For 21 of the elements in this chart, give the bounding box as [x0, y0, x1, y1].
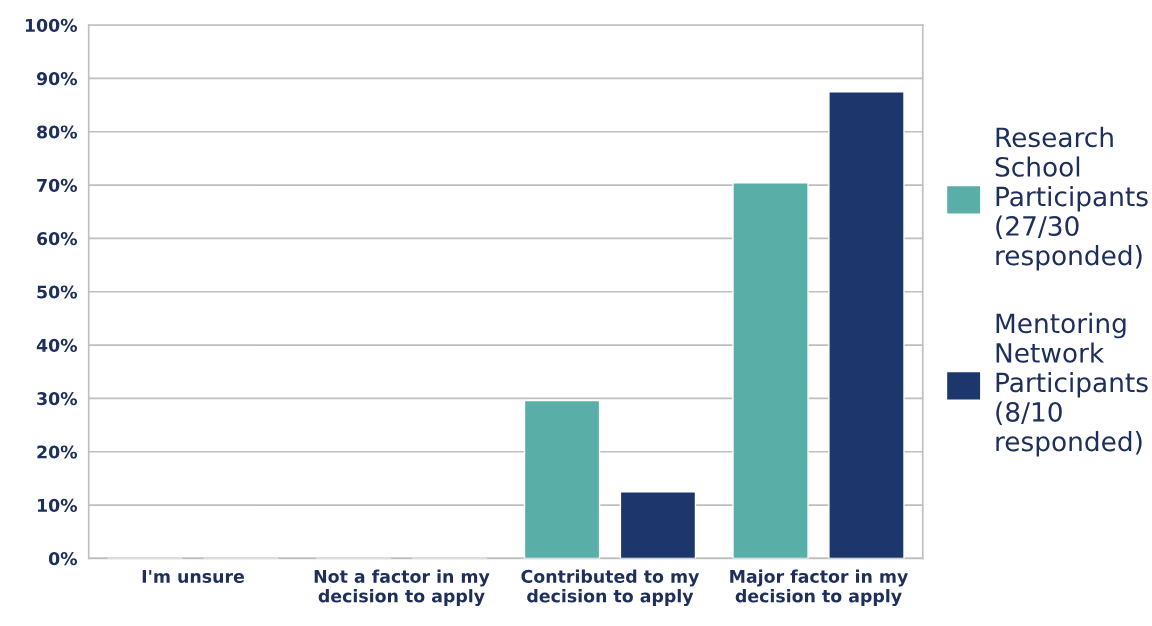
y-tick-label: 100%	[25, 18, 78, 32]
x-tick-label: Not a factor in my decision to apply	[314, 569, 490, 607]
bar	[732, 182, 809, 559]
bar	[619, 491, 697, 559]
y-tick-label: 40%	[36, 338, 78, 352]
x-tick-label: I'm unsure	[142, 570, 244, 583]
y-tick-label: 60%	[37, 232, 78, 246]
y-tick-label: 90%	[36, 72, 78, 86]
y-tick-label: 20%	[37, 445, 78, 459]
y-tick-label: 80%	[37, 125, 78, 139]
legend-label: Mentoring Network Participants (8/10 responded)	[996, 312, 1148, 457]
bar	[828, 91, 905, 559]
y-tick-label: 50%	[37, 285, 78, 299]
legend-label: Research School Participants (27/30 responded)	[995, 126, 1148, 271]
bar	[523, 399, 601, 559]
y-tick-label: 0%	[48, 552, 78, 566]
y-tick-label: 70%	[37, 178, 78, 192]
y-tick-label: 30%	[37, 392, 78, 406]
x-tick-label: Contributed to my decision to apply	[521, 569, 700, 607]
x-tick-label: Major factor in my decision to apply	[730, 569, 908, 607]
y-tick-label: 10%	[38, 498, 78, 512]
